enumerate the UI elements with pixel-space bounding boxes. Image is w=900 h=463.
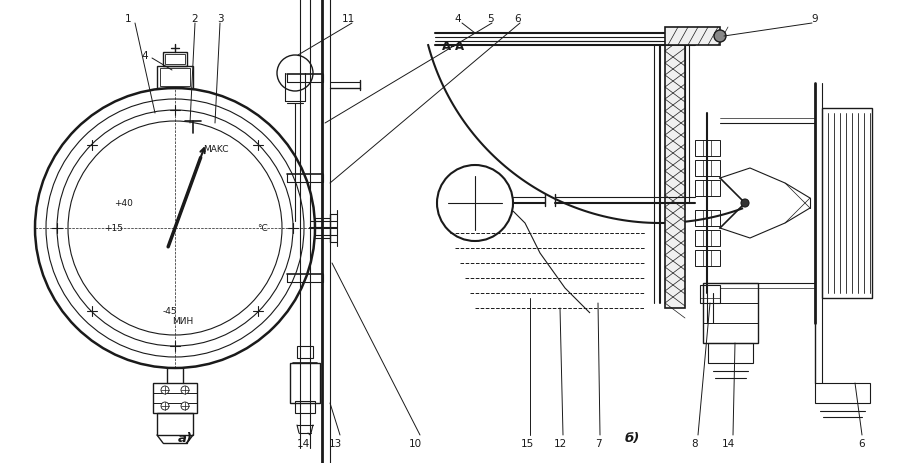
Circle shape	[714, 31, 726, 43]
Bar	[665, 28, 720, 46]
Text: 14: 14	[722, 438, 734, 448]
Text: 2: 2	[192, 14, 198, 24]
Text: MAKC: MAKC	[203, 144, 229, 153]
Text: 10: 10	[409, 438, 421, 448]
Bar	[695, 161, 720, 176]
Bar	[165, 55, 185, 65]
Text: 7: 7	[595, 438, 601, 448]
Bar	[665, 46, 685, 308]
Bar	[700, 285, 720, 303]
Text: MИН: MИН	[173, 316, 194, 325]
Bar	[695, 211, 720, 226]
Bar	[695, 141, 720, 156]
Text: 9: 9	[812, 14, 818, 24]
Text: °C: °C	[257, 224, 268, 233]
Text: 5: 5	[487, 14, 493, 24]
Bar	[157, 413, 193, 435]
Text: 8: 8	[692, 438, 698, 448]
Bar	[157, 67, 193, 89]
Bar	[695, 181, 720, 197]
Circle shape	[181, 402, 189, 410]
Text: A-A: A-A	[441, 39, 464, 52]
Bar	[695, 250, 720, 266]
Text: 14: 14	[296, 438, 310, 448]
Circle shape	[161, 402, 169, 410]
Bar	[703, 283, 758, 343]
Bar	[290, 363, 320, 403]
Text: а): а)	[177, 432, 193, 444]
Text: 4: 4	[454, 14, 462, 24]
Text: б): б)	[625, 432, 640, 444]
Bar	[695, 231, 720, 246]
Bar	[822, 109, 872, 298]
Bar	[163, 53, 187, 67]
Text: 4: 4	[141, 51, 149, 61]
Text: -45: -45	[163, 306, 177, 315]
Text: 3: 3	[217, 14, 223, 24]
Text: 15: 15	[520, 438, 534, 448]
Bar	[160, 69, 190, 87]
Text: 11: 11	[341, 14, 355, 24]
Bar	[295, 401, 315, 413]
Text: +40: +40	[114, 199, 133, 208]
Bar	[708, 343, 753, 363]
Text: 13: 13	[328, 438, 342, 448]
Text: 12: 12	[554, 438, 567, 448]
Bar	[815, 383, 870, 403]
Text: 6: 6	[859, 438, 865, 448]
Text: 1: 1	[125, 14, 131, 24]
Bar	[297, 346, 313, 358]
Circle shape	[741, 200, 749, 207]
Circle shape	[181, 386, 189, 394]
Circle shape	[161, 386, 169, 394]
Text: 6: 6	[515, 14, 521, 24]
Text: +15: +15	[104, 224, 123, 233]
Bar	[153, 383, 197, 413]
